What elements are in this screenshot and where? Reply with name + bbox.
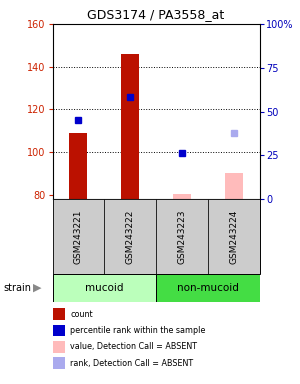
- Bar: [156, 274, 260, 302]
- Bar: [69, 133, 87, 199]
- Text: mucoid: mucoid: [85, 283, 124, 293]
- Text: rank, Detection Call = ABSENT: rank, Detection Call = ABSENT: [70, 359, 194, 368]
- Text: ▶: ▶: [33, 283, 41, 293]
- Bar: [208, 199, 260, 274]
- Text: GSM243223: GSM243223: [177, 209, 186, 264]
- Bar: [104, 199, 156, 274]
- Text: percentile rank within the sample: percentile rank within the sample: [70, 326, 206, 335]
- Bar: [52, 274, 156, 302]
- Text: value, Detection Call = ABSENT: value, Detection Call = ABSENT: [70, 343, 197, 351]
- Bar: [156, 199, 208, 274]
- Text: count: count: [70, 310, 93, 319]
- Text: non-mucoid: non-mucoid: [177, 283, 239, 293]
- Bar: [52, 199, 104, 274]
- Bar: [225, 174, 243, 199]
- Text: strain: strain: [3, 283, 31, 293]
- Text: GSM243224: GSM243224: [229, 209, 238, 264]
- Text: GSM243221: GSM243221: [74, 209, 83, 264]
- Bar: [121, 54, 139, 199]
- Text: GSM243222: GSM243222: [126, 209, 135, 264]
- Bar: [173, 194, 191, 199]
- Title: GDS3174 / PA3558_at: GDS3174 / PA3558_at: [87, 8, 225, 22]
